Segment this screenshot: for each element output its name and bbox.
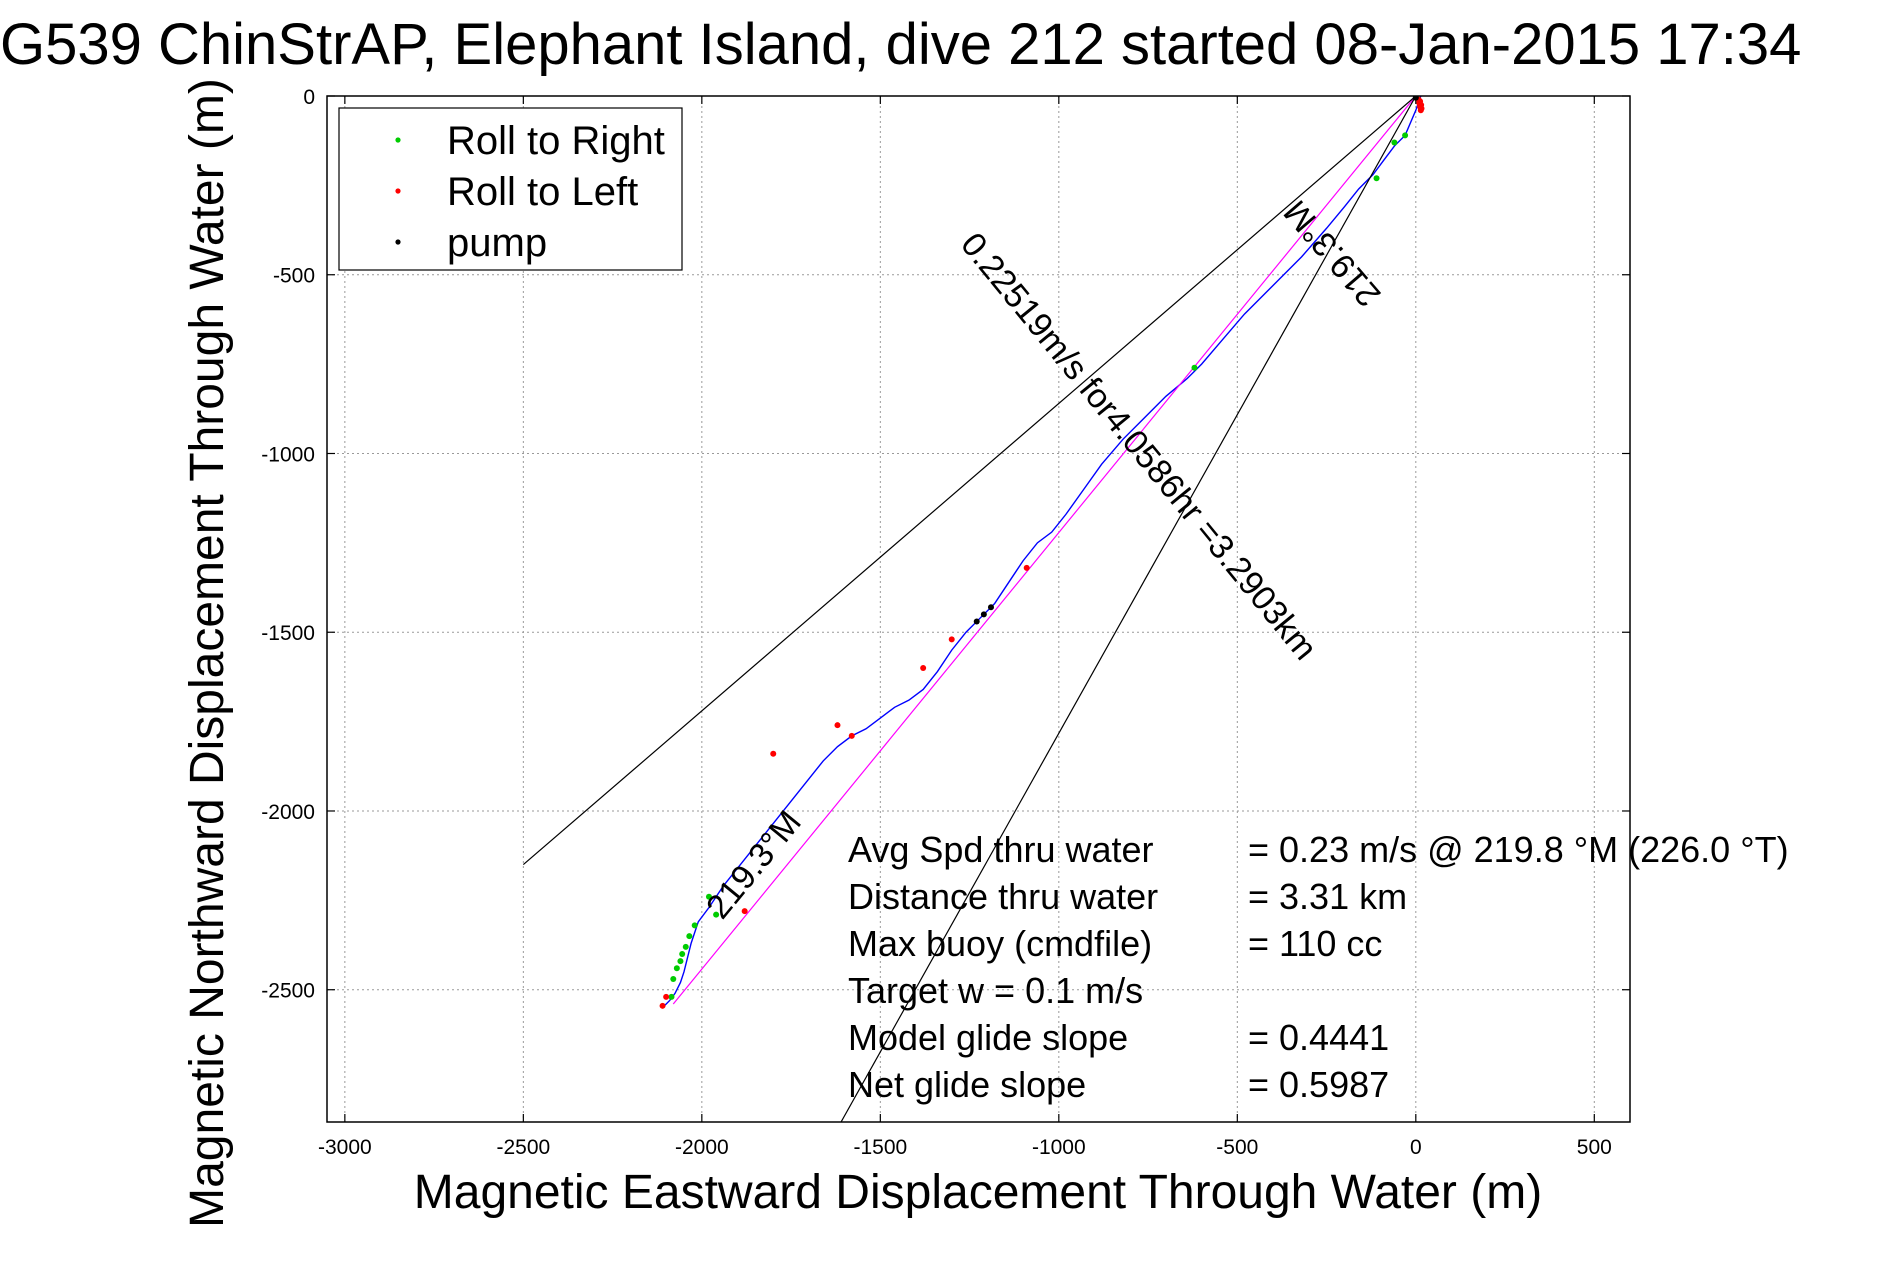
track-annotation: 219.3°M [1277,193,1389,314]
marker-roll-right [679,950,686,957]
stat-value: = 0.5987 [1248,1064,1389,1105]
y-tick-label: -500 [273,265,315,288]
marker-roll-right [673,965,680,972]
marker-roll-left [659,1002,666,1009]
marker-roll-left [1023,564,1030,571]
marker-layer [659,96,1425,1009]
y-axis-label: Magnetic Northward Displacement Through … [181,78,234,1228]
marker-roll-right [682,943,689,950]
marker-roll-right [668,993,675,1000]
marker-roll-left [663,993,670,1000]
legend-marker [395,188,401,194]
x-tick-label: -2000 [675,1136,729,1159]
marker-roll-right [686,933,693,940]
stat-label: Model glide slope [848,1017,1128,1058]
stat-label: Max buoy (cmdfile) [848,923,1152,964]
marker-roll-right [713,911,720,918]
legend-entry-label: Roll to Right [447,119,665,163]
series-heading-line [672,96,1417,1005]
track-annotation: 219.3°M [699,804,809,926]
stat-label: Target w = 0.1 m/s [848,970,1143,1011]
marker-roll-right [670,976,677,983]
series-cone-upper [522,96,1417,866]
marker-roll-left [770,750,777,757]
stat-label: Distance thru water [848,876,1158,917]
marker-roll-right [677,958,684,965]
stat-label: Avg Spd thru water [848,829,1154,870]
legend-entry-label: pump [447,221,547,265]
marker-roll-left [948,636,955,643]
marker-roll-right [1391,139,1398,146]
stat-value: = 3.31 km [1248,876,1407,917]
series-layer [522,96,1422,1122]
stats-box: Avg Spd thru water = 0.23 m/s @ 219.8 °M … [848,829,1789,1105]
y-tick-label: -2500 [261,980,315,1003]
marker-roll-right [691,922,698,929]
marker-roll-right [1373,175,1380,182]
x-tick-label: -1000 [1032,1136,1086,1159]
x-tick-label: -500 [1216,1136,1258,1159]
tick-labels: -3000 -2500 -2000 -1500 -1000 -500 0 500 0 -500 -1… [261,86,1612,1159]
chart-title: G539 ChinStrAP, Elephant Island, dive 21… [0,12,1801,77]
marker-roll-left [1417,98,1424,105]
y-tick-label: 0 [303,86,315,109]
y-tick-label: -1500 [261,622,315,645]
legend-entry-label: Roll to Left [447,170,638,214]
plot-area-frame [326,95,1631,1123]
marker-roll-left [834,722,841,729]
marker-roll-right [1191,364,1198,371]
stat-value: = 0.4441 [1248,1017,1389,1058]
marker-roll-right [1402,132,1409,139]
marker-pump [973,618,980,625]
x-tick-label: 0 [1410,1136,1422,1159]
x-tick-label: 500 [1577,1136,1612,1159]
marker-pump [980,611,987,618]
annotation-layer: 219.3°M0.22519m/s for4.0586hr =3.2903km2… [699,193,1388,926]
stat-value: = 110 cc [1248,923,1382,964]
y-tick-label: -2000 [261,801,315,824]
marker-pump [1412,96,1419,101]
stat-value: = 0.23 m/s @ 219.8 °M (226.0 °T) [1248,829,1789,870]
marker-roll-left [920,664,927,671]
marker-roll-left [848,732,855,739]
x-axis-label: Magnetic Eastward Displacement Through W… [414,1166,1542,1219]
marker-pump [987,604,994,611]
stat-label: Net glide slope [848,1064,1086,1105]
legend-marker [395,137,401,143]
series-track [662,96,1422,1009]
series-cone-lower [840,96,1417,1122]
marker-roll-right [705,893,712,900]
legend: Roll to Right Roll to Left pump [338,107,683,271]
marker-roll-left [741,908,748,915]
y-tick-label: -1000 [261,443,315,466]
legend-marker [395,239,401,245]
x-tick-label: -3000 [318,1136,372,1159]
x-tick-label: -1500 [853,1136,907,1159]
x-tick-label: -2500 [496,1136,550,1159]
